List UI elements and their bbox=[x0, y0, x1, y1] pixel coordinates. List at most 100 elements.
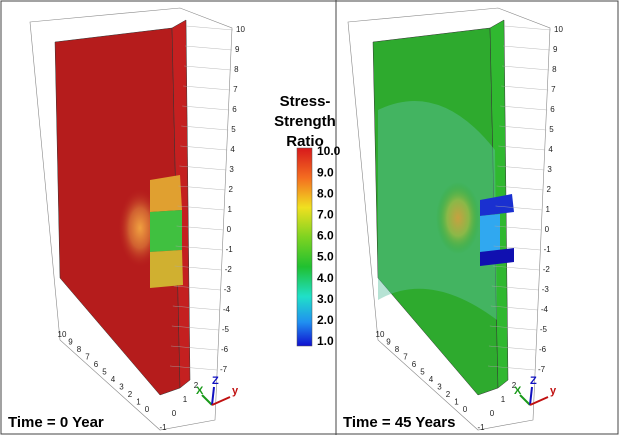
z-tick-label: 3 bbox=[547, 165, 552, 174]
grid-line bbox=[503, 25, 552, 31]
z-tick-label: -6 bbox=[539, 345, 547, 354]
base-tick-label: 7 bbox=[403, 353, 408, 362]
grid-line bbox=[490, 305, 538, 311]
z-tick-label: 3 bbox=[229, 165, 234, 174]
panel-left: 109876543210-1-2-3-4-5-6-7109876543210-1… bbox=[8, 7, 245, 432]
z-tick-label: -6 bbox=[221, 345, 229, 354]
base-tick-label: 1 bbox=[454, 398, 459, 407]
axis-y bbox=[529, 396, 549, 406]
grid-line bbox=[176, 225, 224, 231]
z-tick-label: 8 bbox=[552, 65, 557, 74]
base-tick-label: 5 bbox=[102, 368, 107, 377]
notch-top bbox=[150, 175, 182, 212]
z-tick-label: -5 bbox=[540, 325, 548, 334]
z-tick-label: -2 bbox=[225, 265, 233, 274]
base-tick-label: 10 bbox=[376, 330, 385, 339]
z-tick-label: 0 bbox=[545, 225, 550, 234]
front-tick-label: -1 bbox=[477, 423, 485, 432]
notch bbox=[150, 210, 182, 252]
panel-caption: Time = 45 Years bbox=[343, 414, 455, 431]
axis-x bbox=[201, 394, 213, 406]
base-tick-label: 1 bbox=[136, 398, 141, 407]
axis-label: Z bbox=[530, 375, 537, 387]
grid-line bbox=[181, 125, 229, 131]
grid-line bbox=[169, 365, 218, 371]
grid-line bbox=[488, 345, 536, 351]
z-tick-label: 7 bbox=[551, 85, 556, 94]
grid-line bbox=[499, 125, 547, 131]
grid-line bbox=[174, 265, 222, 271]
base-tick-label: 7 bbox=[85, 353, 90, 362]
grid-line bbox=[498, 145, 546, 151]
base-tick-label: 3 bbox=[119, 383, 124, 392]
colorbar-title: Stress-Strength Ratio bbox=[274, 93, 336, 150]
front-tick-label: 2 bbox=[512, 381, 517, 390]
z-tick-label: 4 bbox=[548, 145, 553, 154]
slab bbox=[54, 27, 181, 396]
axis-y bbox=[211, 396, 231, 406]
grid-line bbox=[185, 25, 234, 31]
grid-line bbox=[492, 265, 540, 271]
z-tick-label: 6 bbox=[550, 105, 555, 114]
grid-line bbox=[501, 85, 549, 91]
grid-line bbox=[175, 245, 223, 251]
colorbar-label: 3.0 bbox=[317, 292, 334, 306]
grid-line bbox=[185, 45, 233, 51]
grid-line bbox=[184, 65, 232, 71]
z-tick-label: 8 bbox=[234, 65, 239, 74]
z-tick-label: -1 bbox=[226, 245, 234, 254]
z-tick-label: 0 bbox=[227, 225, 232, 234]
notch-top bbox=[480, 194, 514, 216]
colorbar-label: 10.0 bbox=[317, 144, 341, 158]
grid-line bbox=[503, 45, 551, 51]
grid-line bbox=[179, 165, 227, 171]
z-tick-label: 9 bbox=[235, 45, 240, 54]
axis-x bbox=[519, 394, 531, 406]
panel-right: 109876543210-1-2-3-4-5-6-7109876543210-1… bbox=[343, 7, 563, 432]
base-tick-label: 6 bbox=[94, 360, 99, 369]
z-tick-label: -3 bbox=[224, 285, 232, 294]
z-tick-label: 1 bbox=[228, 205, 233, 214]
grid-line bbox=[495, 205, 543, 211]
grid-line bbox=[178, 185, 226, 191]
grid-line bbox=[172, 305, 220, 311]
base-tick-label: 0 bbox=[463, 405, 468, 414]
front-tick-label: 1 bbox=[501, 395, 506, 404]
z-tick-label: 10 bbox=[554, 25, 563, 34]
colorbar-label: 7.0 bbox=[317, 208, 334, 222]
grid-line bbox=[173, 285, 221, 291]
axis-label: y bbox=[232, 385, 239, 397]
z-tick-label: 1 bbox=[546, 205, 551, 214]
z-tick-label: 5 bbox=[231, 125, 236, 134]
base-tick-label: 5 bbox=[420, 368, 425, 377]
front-tick-label: 0 bbox=[172, 409, 177, 418]
axis-z bbox=[211, 386, 215, 406]
base-tick-label: 8 bbox=[77, 345, 82, 354]
z-tick-label: 10 bbox=[236, 25, 245, 34]
z-tick-label: -1 bbox=[544, 245, 552, 254]
colorbar-label: 2.0 bbox=[317, 313, 334, 327]
notch-bottom bbox=[480, 248, 514, 266]
base-tick-label: 4 bbox=[111, 375, 116, 384]
grid-line bbox=[177, 205, 225, 211]
colorbar-label: 8.0 bbox=[317, 186, 334, 200]
base-tick-label: 2 bbox=[446, 390, 451, 399]
colorbar-label: 6.0 bbox=[317, 229, 334, 243]
base-tick-label: 9 bbox=[68, 338, 73, 347]
grid-line bbox=[180, 145, 228, 151]
grid-line bbox=[171, 325, 219, 331]
panel-caption: Time = 0 Year bbox=[8, 414, 104, 431]
grid-line bbox=[487, 365, 536, 371]
base-tick-label: 2 bbox=[128, 390, 133, 399]
grid-line bbox=[500, 105, 548, 111]
z-tick-label: -7 bbox=[220, 365, 228, 374]
grid-line bbox=[491, 285, 539, 291]
base-tick-label: 3 bbox=[437, 383, 442, 392]
grid-line bbox=[489, 325, 537, 331]
base-tick-label: 4 bbox=[429, 375, 434, 384]
grid-line bbox=[496, 185, 544, 191]
z-tick-label: 2 bbox=[546, 185, 551, 194]
